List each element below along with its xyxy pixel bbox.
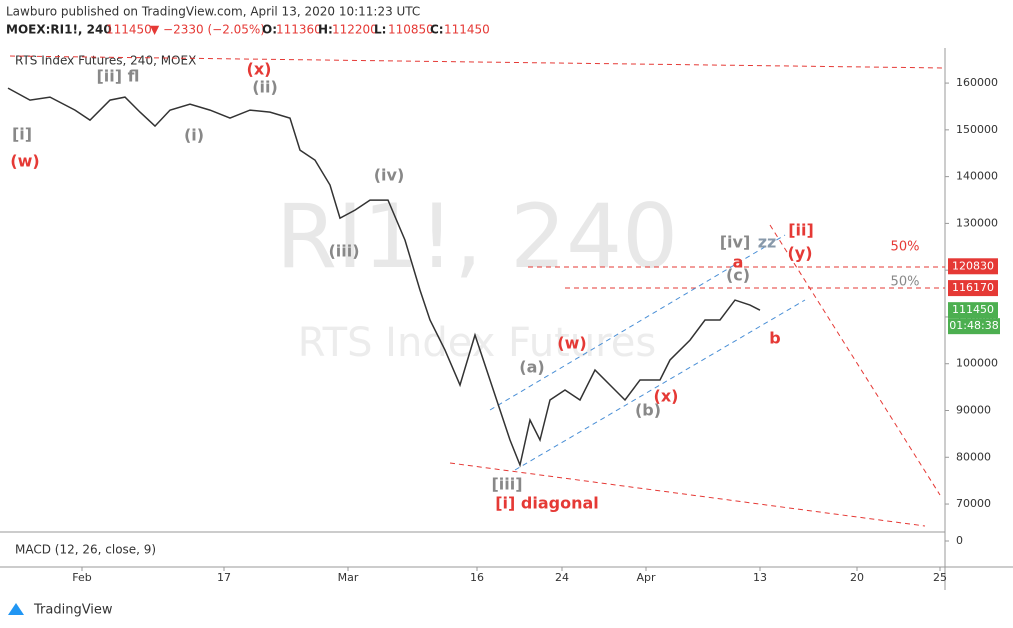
x-tick-label: 16 bbox=[470, 571, 484, 584]
brand: TradingView bbox=[33, 603, 113, 618]
x-tick-label: 17 bbox=[217, 571, 231, 584]
symbol: MOEX:RI1!, 240 bbox=[6, 23, 112, 37]
price-label: 111450 bbox=[952, 303, 994, 316]
y-tick-label: 100000 bbox=[956, 357, 998, 370]
macd-label: MACD (12, 26, close, 9) bbox=[15, 543, 156, 557]
plot: 1600001500001400001300001200001100001000… bbox=[7, 60, 1000, 584]
trend-line bbox=[449, 462, 926, 527]
channel-line bbox=[489, 234, 786, 411]
wave-label: (iv) bbox=[374, 166, 405, 185]
wave-label: [iv] bbox=[720, 233, 751, 252]
wave-label: (x) bbox=[654, 387, 679, 406]
x-tick-label: 25 bbox=[933, 571, 947, 584]
wave-label: (w) bbox=[557, 334, 586, 353]
ohlc-label: L: bbox=[374, 23, 386, 37]
x-tick-label: 20 bbox=[850, 571, 864, 584]
ohlc-value: 112200 bbox=[332, 23, 378, 37]
wave-label: [ii] bbox=[788, 221, 814, 240]
x-tick-label: Apr bbox=[636, 571, 656, 584]
macd-tick-label: 0 bbox=[956, 534, 963, 547]
wave-label: [ii] fl bbox=[96, 67, 139, 86]
author-line: Lawburo published on TradingView.com, Ap… bbox=[6, 5, 420, 19]
price-line bbox=[7, 87, 761, 468]
ohlc-label: H: bbox=[318, 23, 333, 37]
x-tick-label: 13 bbox=[753, 571, 767, 584]
wave-label: [iii] bbox=[491, 475, 522, 494]
x-tick-label: Feb bbox=[72, 571, 91, 584]
wave-label: zz bbox=[758, 233, 777, 252]
y-tick-label: 80000 bbox=[956, 450, 991, 463]
brand-logo bbox=[8, 603, 24, 615]
y-tick-label: 90000 bbox=[956, 403, 991, 416]
wave-label: [i] diagonal bbox=[495, 494, 599, 513]
wave-label: (c) bbox=[726, 266, 750, 285]
wave-label: (x) bbox=[247, 60, 272, 79]
wave-label: (w) bbox=[10, 152, 39, 171]
price-label: 116170 bbox=[952, 281, 994, 294]
y-tick-label: 140000 bbox=[956, 170, 998, 183]
countdown-box bbox=[948, 318, 1000, 335]
change: ▼ −2330 (−2.05%) bbox=[150, 23, 265, 37]
legend-title: RTS Index Futures, 240, MOEX bbox=[15, 54, 196, 68]
watermark: RI1!, 240 bbox=[276, 185, 678, 288]
drawings bbox=[9, 55, 946, 527]
y-tick-label: 70000 bbox=[956, 497, 991, 510]
wave-label: b bbox=[769, 329, 780, 348]
x-tick-label: Mar bbox=[338, 571, 359, 584]
wave-label: a bbox=[733, 253, 744, 272]
wave-label: (a) bbox=[519, 358, 544, 377]
y-tick-label: 160000 bbox=[956, 76, 998, 89]
countdown: 01:48:38 bbox=[949, 319, 998, 332]
y-tick-label: 130000 bbox=[956, 216, 998, 229]
price-label: 120830 bbox=[952, 259, 994, 272]
price-label-box bbox=[948, 258, 998, 275]
wave-label: (b) bbox=[635, 401, 661, 420]
wave-label: 50% bbox=[891, 240, 920, 255]
last-price: 111450 bbox=[106, 23, 152, 37]
ohlc-value: 110850 bbox=[388, 23, 434, 37]
projection-line bbox=[769, 224, 941, 496]
wave-label: [i] bbox=[12, 125, 32, 144]
ohlc-label: O: bbox=[262, 23, 277, 37]
ohlc-value: 111360 bbox=[276, 23, 322, 37]
wave-label: (iii) bbox=[328, 242, 359, 261]
wave-label: (i) bbox=[184, 126, 204, 145]
price-label-box bbox=[948, 302, 998, 319]
wave-label: 50% bbox=[891, 275, 920, 290]
ohlc-value: 111450 bbox=[444, 23, 490, 37]
y-tick-label: 150000 bbox=[956, 123, 998, 136]
ohlc-label: C: bbox=[430, 23, 444, 37]
trend-line bbox=[9, 55, 946, 69]
wave-label: (ii) bbox=[252, 78, 278, 97]
channel-line bbox=[514, 299, 806, 471]
wave-label: (y) bbox=[787, 244, 812, 263]
price-label-box bbox=[948, 280, 998, 297]
x-tick-label: 24 bbox=[555, 571, 569, 584]
